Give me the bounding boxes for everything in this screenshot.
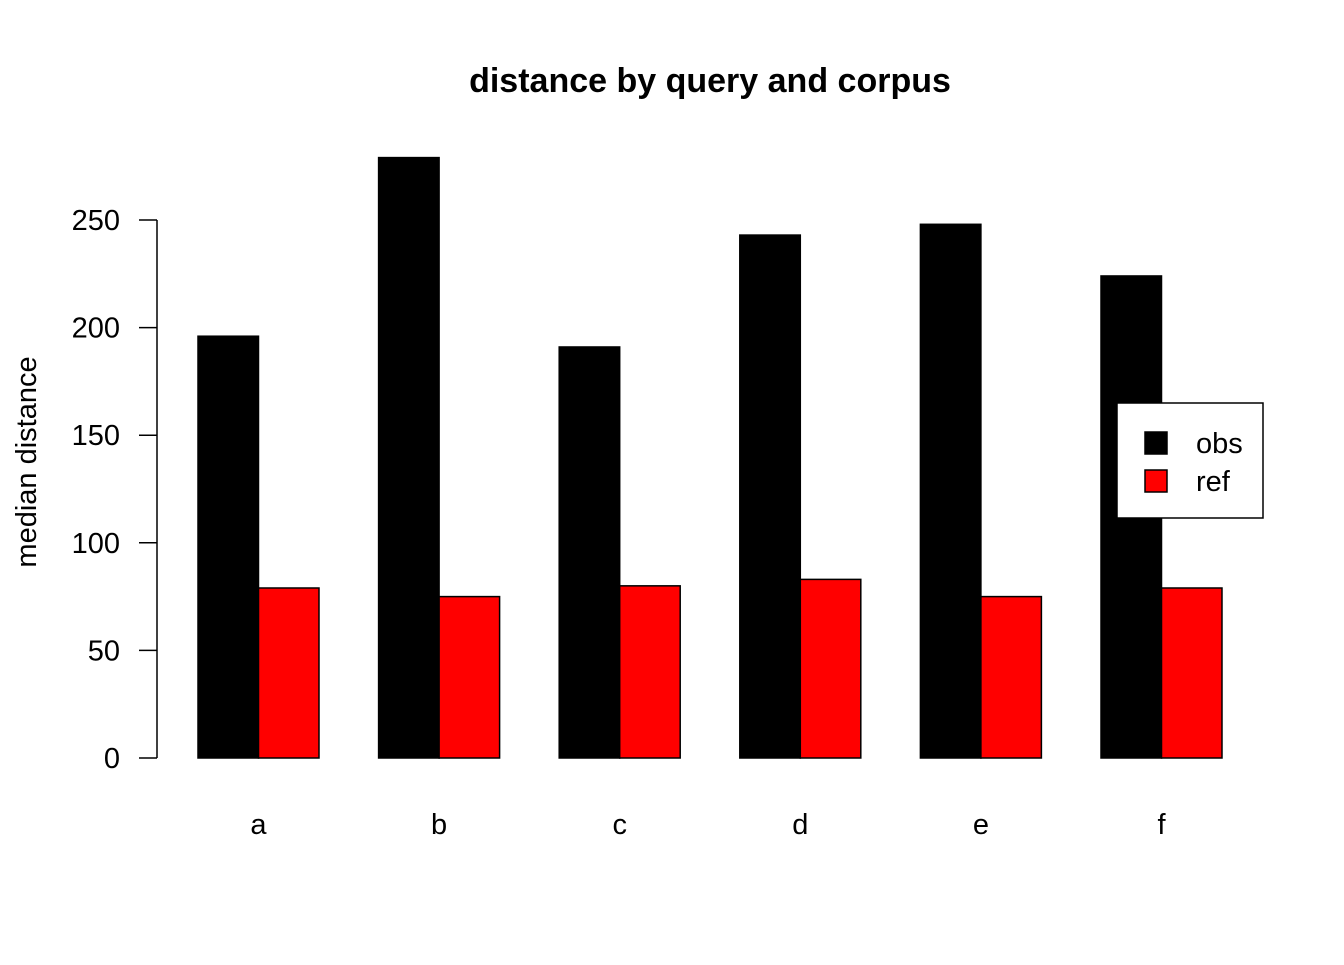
x-tick-label: c (612, 809, 627, 841)
bar-ref-f (1160, 587, 1223, 759)
y-tick-label: 200 (72, 313, 120, 345)
x-axis-labels: a b c d e f (250, 809, 1166, 841)
bar-obs-c (558, 346, 621, 759)
y-tick-label: 100 (72, 528, 120, 560)
y-axis: 0 50 100 150 200 250 (72, 205, 158, 775)
bar-ref-d (799, 578, 862, 759)
bar-obs-b (377, 156, 440, 759)
y-tick-label: 50 (88, 635, 120, 667)
legend-swatch-ref (1144, 469, 1168, 493)
y-axis-label: median distance (11, 356, 43, 567)
bar-ref-b (438, 595, 501, 759)
y-tick-label: 0 (104, 743, 120, 775)
bar-obs-e (919, 223, 982, 759)
legend-label-obs: obs (1196, 428, 1243, 460)
bar-ref-c (618, 585, 681, 759)
chart-title: distance by query and corpus (469, 62, 951, 100)
x-tick-label: e (973, 809, 989, 841)
bar-ref-a (257, 587, 320, 759)
x-tick-label: f (1157, 809, 1166, 841)
legend-swatch-obs (1144, 431, 1168, 455)
legend: obs ref (1116, 402, 1264, 519)
x-tick-label: a (250, 809, 267, 841)
legend-box (1116, 402, 1264, 519)
bars (197, 156, 1223, 759)
x-tick-label: d (792, 809, 808, 841)
bar-ref-e (980, 595, 1043, 759)
y-tick-label: 250 (72, 205, 120, 237)
x-tick-label: b (431, 809, 447, 841)
legend-label-ref: ref (1196, 466, 1231, 498)
bar-obs-a (197, 335, 260, 759)
y-tick-label: 150 (72, 420, 120, 452)
bar-obs-d (739, 234, 802, 759)
